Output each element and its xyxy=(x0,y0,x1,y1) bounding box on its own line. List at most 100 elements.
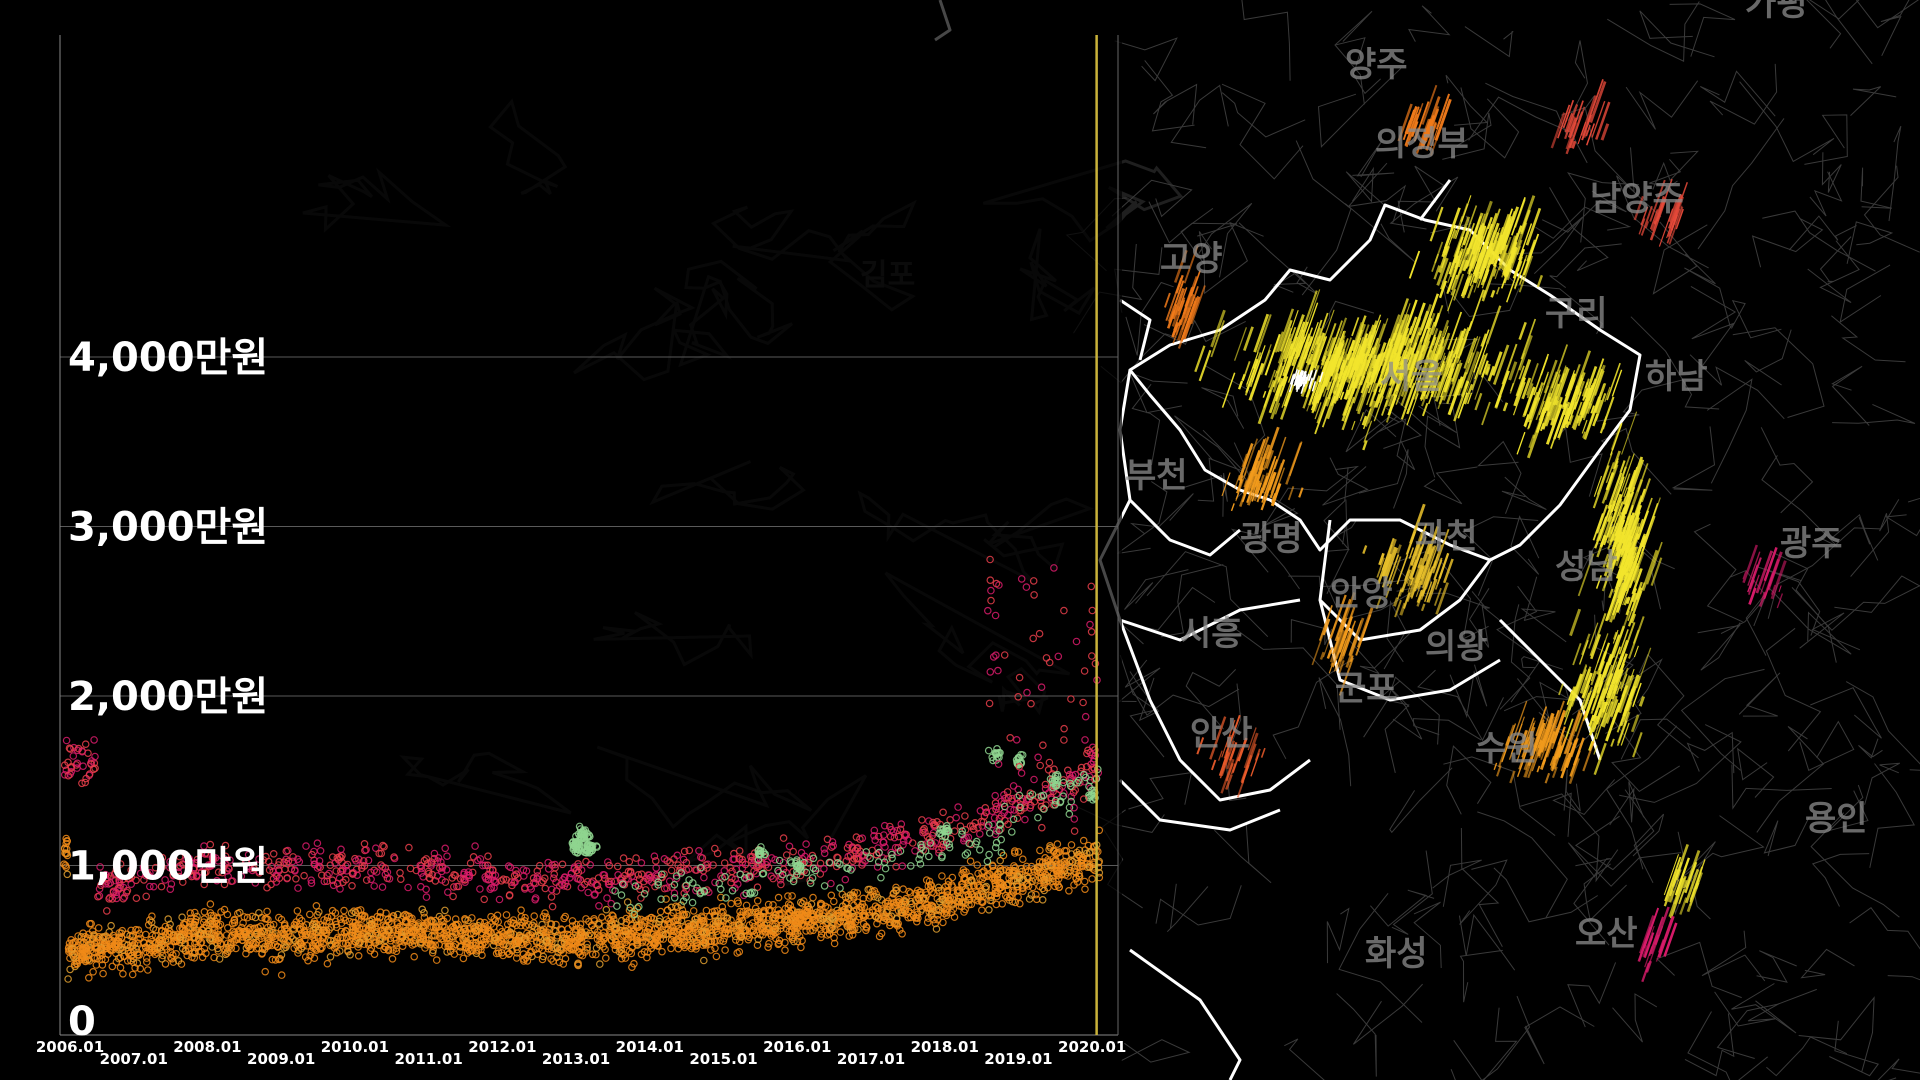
heat-stroke xyxy=(1565,420,1571,429)
scatter-point xyxy=(316,945,325,953)
scatter-point xyxy=(350,907,358,916)
scatter-point xyxy=(199,918,208,927)
heat-stroke xyxy=(1358,331,1372,363)
city-boundary xyxy=(1118,778,1281,832)
heat-stroke xyxy=(1496,765,1502,777)
heat-stroke xyxy=(1484,366,1491,376)
scatter-point xyxy=(613,862,622,871)
heat-stroke xyxy=(1433,265,1441,280)
heat-stroke xyxy=(1590,640,1606,682)
heat-stroke xyxy=(1570,710,1588,755)
scatter-point xyxy=(950,913,959,921)
scatter-point xyxy=(827,924,836,932)
heat-stroke xyxy=(1406,366,1416,383)
heat-stroke xyxy=(1599,396,1615,434)
district-line xyxy=(1609,781,1645,826)
scatter-point xyxy=(267,933,276,942)
heat-stroke xyxy=(1218,753,1229,777)
scatter-point xyxy=(1007,891,1016,899)
heat-stroke xyxy=(1618,674,1635,714)
district-line xyxy=(1632,813,1665,884)
heat-stroke xyxy=(1407,327,1421,361)
district-line xyxy=(1182,472,1228,517)
heat-stroke xyxy=(1409,302,1426,344)
scatter-point xyxy=(944,877,953,886)
heat-stroke xyxy=(1623,487,1628,497)
heat-stroke xyxy=(1359,412,1364,422)
scatter-point xyxy=(843,914,852,923)
heat-stroke xyxy=(1748,587,1757,605)
heat-stroke xyxy=(1430,382,1436,394)
scatter-point xyxy=(784,917,792,926)
heat-stroke xyxy=(1620,722,1630,746)
heat-stroke xyxy=(1425,336,1440,374)
scatter-point xyxy=(502,911,511,919)
scatter-point xyxy=(95,932,103,941)
scatter-point xyxy=(471,932,480,941)
heat-stroke xyxy=(1618,496,1627,517)
heat-stroke xyxy=(1640,478,1651,503)
district-line xyxy=(1567,962,1617,1028)
heat-stroke xyxy=(1272,362,1283,388)
heat-stroke xyxy=(1581,664,1588,676)
scatter-point xyxy=(276,954,284,963)
scatter-point xyxy=(280,920,289,928)
heat-stroke xyxy=(1316,396,1329,424)
heat-stroke xyxy=(1670,214,1678,231)
scatter-point xyxy=(685,846,694,855)
scatter-point xyxy=(230,915,239,924)
district-line xyxy=(1221,92,1306,138)
heat-stroke xyxy=(1322,618,1331,636)
scatter-point xyxy=(284,930,293,938)
heat-stroke xyxy=(1603,510,1617,546)
scatter-point xyxy=(674,938,683,947)
district-line xyxy=(1638,653,1699,759)
scatter-point xyxy=(161,960,170,968)
heat-stroke xyxy=(1623,720,1628,727)
scatter-point xyxy=(1008,886,1017,895)
scatter-point xyxy=(202,949,210,958)
heat-stroke xyxy=(1279,319,1293,352)
heat-stroke xyxy=(1551,709,1567,744)
scatter-point xyxy=(698,927,706,936)
scatter-point xyxy=(408,914,416,923)
scatter-point xyxy=(785,932,794,940)
scatter-point xyxy=(356,938,364,947)
heat-stroke xyxy=(1569,363,1581,391)
scatter-point xyxy=(742,901,751,910)
heat-stroke xyxy=(1402,109,1415,141)
heat-stroke xyxy=(1645,221,1650,229)
heat-stroke xyxy=(1276,308,1295,353)
scatter-point xyxy=(374,931,383,939)
scatter-point xyxy=(792,922,801,931)
scatter-point xyxy=(63,870,72,879)
scatter-point xyxy=(94,892,102,901)
heat-stroke xyxy=(1585,124,1591,137)
heat-stroke xyxy=(1568,371,1586,415)
heat-stroke xyxy=(1457,320,1473,359)
heat-stroke xyxy=(1430,131,1441,156)
heat-stroke xyxy=(1499,210,1516,253)
heat-stroke xyxy=(1409,577,1415,586)
scatter-point xyxy=(796,898,805,907)
heat-stroke xyxy=(1629,668,1635,681)
scatter-point xyxy=(782,916,791,925)
district-line xyxy=(1834,575,1920,613)
district-line xyxy=(1827,784,1869,832)
heat-stroke xyxy=(1612,498,1623,522)
heat-stroke xyxy=(1642,945,1649,958)
scatter-point xyxy=(782,851,791,859)
district-line xyxy=(1259,465,1360,533)
scatter-point xyxy=(266,934,274,943)
scatter-point xyxy=(556,946,565,954)
heat-stroke xyxy=(1447,311,1463,350)
scatter-point xyxy=(828,914,837,923)
scatter-point xyxy=(509,916,518,924)
scatter-point xyxy=(132,894,141,903)
heat-stroke xyxy=(1653,497,1661,517)
heat-stroke xyxy=(1361,415,1368,426)
heat-stroke xyxy=(1268,377,1284,414)
heat-stroke xyxy=(1512,382,1526,416)
scatter-point xyxy=(750,922,759,931)
heat-stroke xyxy=(1563,710,1582,755)
